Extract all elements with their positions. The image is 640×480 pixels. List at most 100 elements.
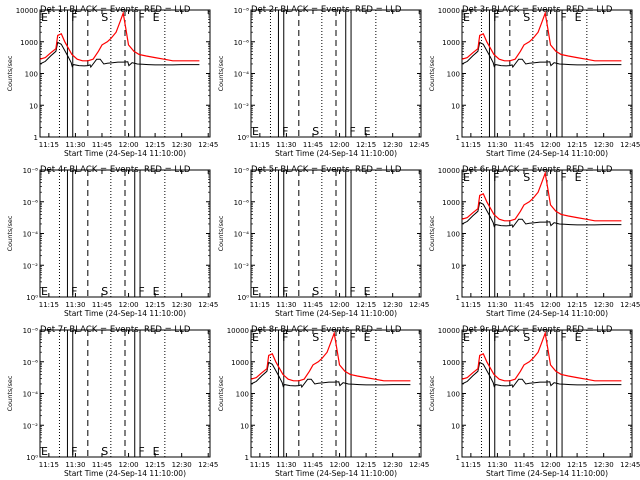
y-tick-label: 10: [240, 422, 249, 430]
marker-letter-bottom: F: [282, 285, 288, 298]
marker-letter-bottom: F: [282, 125, 288, 138]
y-tick-label: 10⁻⁶: [234, 199, 250, 207]
y-tick-label: 10⁻⁶: [234, 39, 250, 47]
y-tick-label: 1000: [20, 39, 38, 47]
x-tick-label: 11:15: [39, 301, 59, 309]
marker-letter-bottom: F: [71, 285, 77, 298]
x-tick-label: 12:15: [145, 461, 165, 469]
y-tick-label: 10⁻²: [234, 102, 250, 110]
x-tick-label: 12:00: [540, 301, 560, 309]
x-tick-label: 12:30: [383, 461, 403, 469]
x-tick-label: 12:30: [594, 461, 614, 469]
y-tick-label: 100: [447, 71, 460, 79]
x-tick-label: 11:45: [514, 301, 534, 309]
x-tick-label: 11:15: [250, 301, 270, 309]
x-tick-label: 12:15: [356, 461, 376, 469]
lld-series-line: [39, 10, 200, 62]
x-tick-label: 12:45: [620, 461, 640, 469]
marker-letter-top: S: [101, 11, 108, 24]
y-tick-label: 10⁻⁸: [234, 7, 250, 15]
marker-letter-top: E: [153, 11, 160, 24]
y-tick-label: 10⁻⁶: [23, 199, 39, 207]
marker-letter-bottom: F: [138, 285, 144, 298]
marker-letter-top: E: [364, 331, 371, 344]
y-tick-label: 1000: [231, 359, 249, 367]
x-axis-label: Start Time (24-Sep-14 11:10:00): [486, 309, 608, 318]
x-tick-label: 11:45: [303, 301, 323, 309]
lld-series-line: [461, 10, 622, 62]
x-tick-label: 12:30: [172, 301, 192, 309]
y-tick-label: 100: [236, 391, 249, 399]
x-axis-label: Start Time (24-Sep-14 11:10:00): [275, 149, 397, 158]
x-tick-label: 12:00: [540, 461, 560, 469]
y-tick-label: 10⁻⁸: [23, 167, 39, 175]
x-tick-label: 12:15: [567, 301, 587, 309]
y-axis-label: Counts/sec: [428, 55, 436, 91]
marker-letter-top: E: [575, 171, 582, 184]
marker-letter-top: E: [575, 331, 582, 344]
x-tick-label: 12:00: [118, 301, 138, 309]
x-tick-label: 12:00: [329, 141, 349, 149]
x-tick-label: 11:15: [461, 301, 481, 309]
x-tick-label: 12:45: [198, 301, 218, 309]
y-tick-label: 1: [245, 454, 249, 462]
marker-letter-bottom: E: [252, 125, 259, 138]
marker-letter-top: S: [523, 331, 530, 344]
marker-letter-bottom: E: [153, 445, 160, 458]
y-tick-label: 100: [447, 231, 460, 239]
x-tick-label: 11:30: [65, 301, 85, 309]
x-tick-label: 12:15: [145, 141, 165, 149]
marker-letter-bottom: S: [312, 285, 319, 298]
y-tick-label: 10000: [227, 327, 249, 335]
x-axis-label: Start Time (24-Sep-14 11:10:00): [64, 149, 186, 158]
x-tick-label: 11:45: [303, 141, 323, 149]
x-axis-label: Start Time (24-Sep-14 11:10:00): [64, 309, 186, 318]
lld-series-line: [461, 330, 622, 382]
marker-letter-bottom: S: [312, 125, 319, 138]
marker-letter-bottom: F: [138, 445, 144, 458]
x-tick-label: 12:45: [198, 461, 218, 469]
marker-letter-bottom: E: [41, 445, 48, 458]
y-tick-label: 10⁻⁸: [23, 327, 39, 335]
marker-letter-top: S: [312, 331, 319, 344]
x-tick-label: 11:30: [487, 141, 507, 149]
y-tick-label: 10000: [16, 7, 38, 15]
y-axis-label: Counts/sec: [217, 375, 225, 411]
y-tick-label: 10⁻⁴: [23, 231, 39, 239]
y-axis-label: Counts/sec: [217, 55, 225, 91]
x-tick-label: 12:45: [409, 461, 429, 469]
x-tick-label: 11:15: [461, 461, 481, 469]
marker-letter-top: E: [575, 11, 582, 24]
x-tick-label: 12:45: [409, 301, 429, 309]
y-tick-label: 1: [456, 134, 460, 142]
marker-letter-top: F: [493, 331, 499, 344]
marker-letter-bottom: S: [101, 445, 108, 458]
marker-letter-top: F: [282, 331, 288, 344]
events-series-line: [461, 41, 622, 69]
y-tick-label: 1000: [442, 39, 460, 47]
x-tick-label: 12:45: [620, 301, 640, 309]
events-series-line: [461, 361, 622, 389]
y-tick-label: 10⁻⁴: [234, 231, 250, 239]
marker-letter-bottom: F: [71, 445, 77, 458]
marker-letter-top: F: [493, 171, 499, 184]
events-series-line: [39, 41, 200, 69]
marker-letter-bottom: E: [153, 285, 160, 298]
y-tick-label: 10000: [438, 327, 460, 335]
marker-letter-bottom: F: [349, 285, 355, 298]
x-tick-label: 12:30: [383, 141, 403, 149]
x-tick-label: 11:15: [39, 461, 59, 469]
y-tick-label: 10⁻²: [23, 262, 39, 270]
y-tick-label: 10000: [438, 167, 460, 175]
y-tick-label: 10⁻⁴: [234, 71, 250, 79]
y-tick-label: 10: [451, 262, 460, 270]
marker-letter-bottom: E: [41, 285, 48, 298]
x-tick-label: 12:00: [329, 301, 349, 309]
x-tick-label: 11:30: [487, 301, 507, 309]
y-tick-label: 10: [451, 102, 460, 110]
